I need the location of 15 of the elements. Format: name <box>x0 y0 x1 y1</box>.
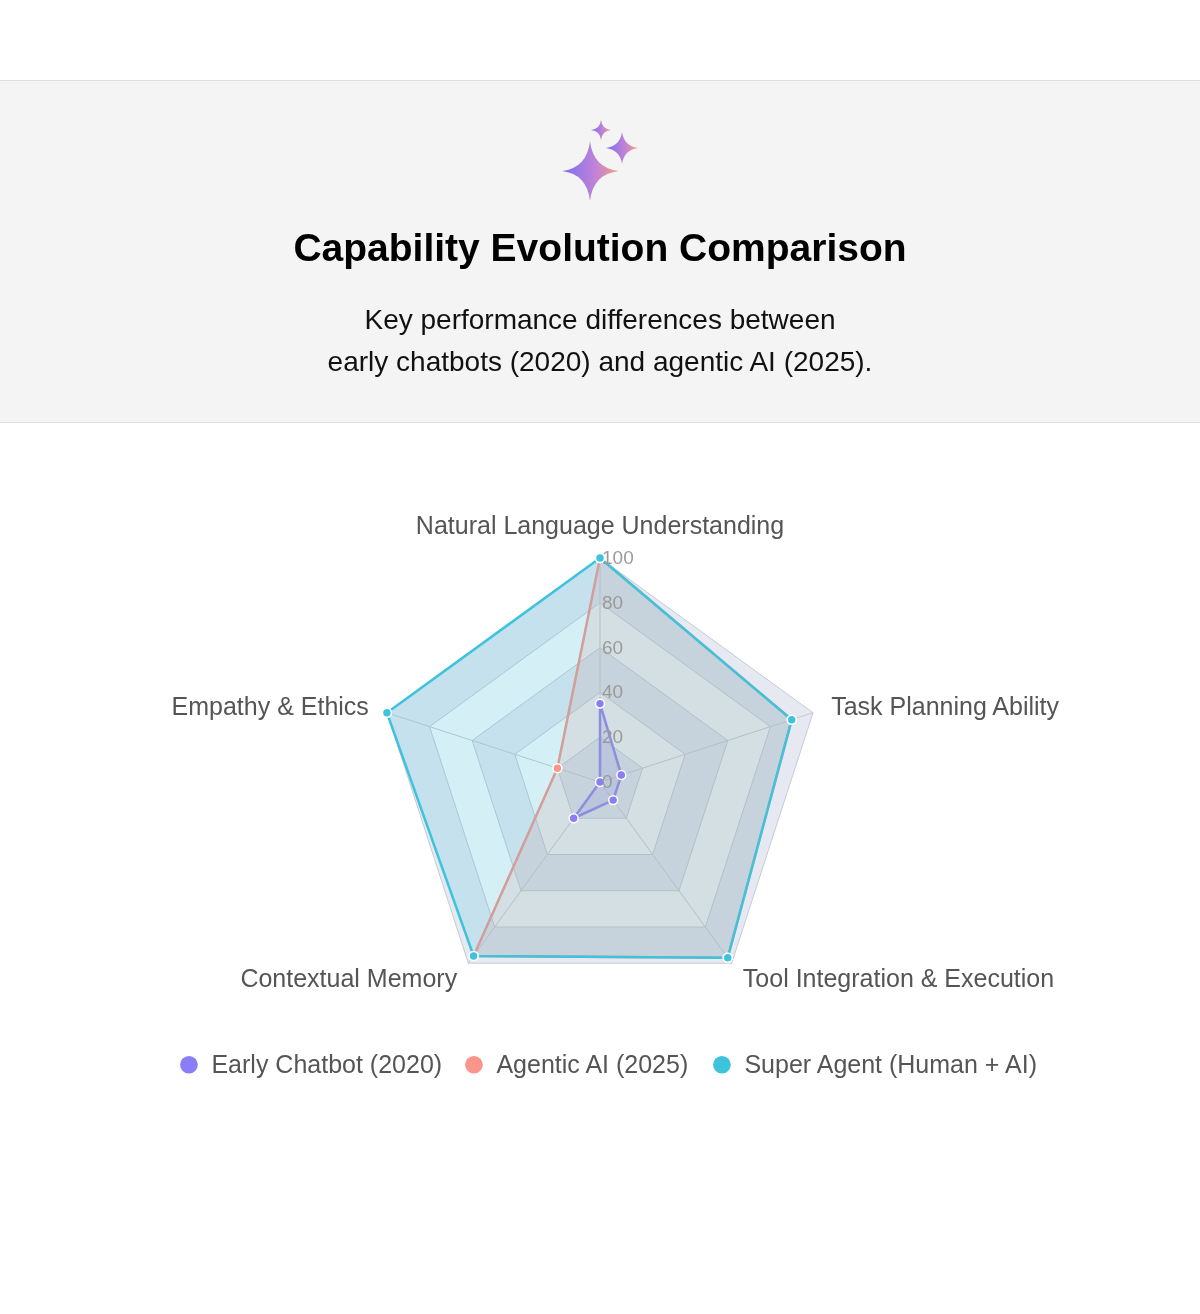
spoke-label: Empathy & Ethics <box>171 691 369 720</box>
legend-label: Agentic AI (2025) <box>496 1049 689 1078</box>
y-tick-label: 100 <box>602 547 634 568</box>
legend-label: Early Chatbot (2020) <box>211 1049 443 1078</box>
spoke-label: Contextual Memory <box>240 963 458 992</box>
y-tick-label: 80 <box>602 591 624 613</box>
y-tick-label: 40 <box>602 681 624 703</box>
y-tick-label: 60 <box>602 636 624 658</box>
y-tick-label: 0 <box>602 771 613 792</box>
spoke-label: Task Planning Ability <box>831 691 1060 720</box>
chart-title: Capability Evolution Comparison <box>293 225 907 269</box>
chart-subtitle: Key performance differences between early chatbots (2020) and agentic AI (2025). <box>327 303 873 377</box>
legend-label: Super Agent (Human + AI) <box>744 1049 1037 1078</box>
spoke-label: Tool Integration & Execution <box>742 963 1055 992</box>
spoke-label: Natural Language Understanding <box>415 510 785 539</box>
